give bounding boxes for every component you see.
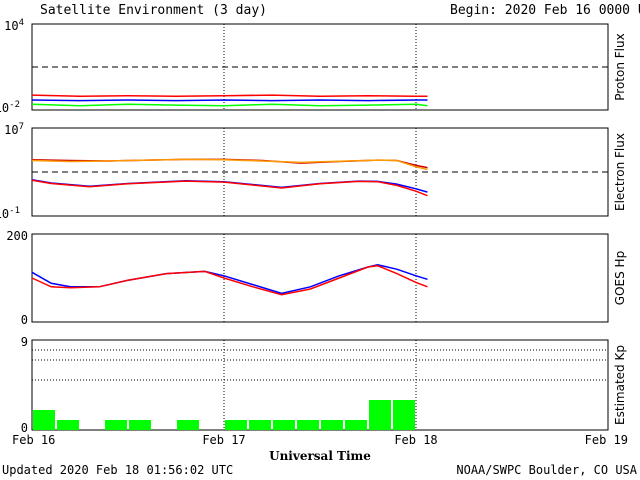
credit-label: NOAA/SWPC Boulder, CO USA <box>456 463 637 477</box>
proton-ytick-top: 104 <box>4 18 24 33</box>
hp-series-1 <box>31 264 428 296</box>
kp-bar <box>129 420 151 430</box>
begin-label: Begin: 2020 Feb 16 0000 UTC <box>450 3 640 18</box>
electron-ytick-bottom: 10-1 <box>0 206 20 221</box>
kp-bar <box>225 420 247 430</box>
x-tick-label: Feb 17 <box>202 433 245 447</box>
kp-ylabel: Estimated Kp <box>613 345 627 425</box>
kp-bar <box>177 420 199 430</box>
electron-series-3 <box>31 179 428 197</box>
kp-bar <box>297 420 319 430</box>
electron-frame <box>31 127 609 217</box>
hp-ytick-bottom: 0 <box>21 313 28 327</box>
electron-series-1 <box>31 158 428 171</box>
proton-series-2 <box>31 103 428 107</box>
x-tick-label: Feb 16 <box>12 433 55 447</box>
kp-bar <box>393 400 415 430</box>
x-axis-label: Universal Time <box>269 449 371 463</box>
proton-series-1 <box>31 99 428 102</box>
panels: 104 10-2 Proton Flux 107 10-1 Electron Flux 20… <box>0 18 627 435</box>
kp-bar <box>105 420 127 430</box>
kp-ytick-top: 9 <box>21 335 28 349</box>
x-tick-label: Feb 19 <box>585 433 628 447</box>
updated-label: Updated 2020 Feb 18 01:56:02 UTC <box>2 463 233 477</box>
x-tick-labels: Feb 16 Feb 17 Feb 18 Feb 19 <box>12 433 628 447</box>
proton-ytick-bottom: 10-2 <box>0 100 20 115</box>
kp-bar <box>345 420 367 430</box>
kp-ytick-bottom: 0 <box>21 421 28 435</box>
kp-bar <box>249 420 271 430</box>
proton-ylabel: Proton Flux <box>613 33 627 100</box>
kp-bar <box>57 420 79 430</box>
electron-ytick-top: 107 <box>4 122 24 137</box>
kp-bar <box>369 400 391 430</box>
kp-bar <box>273 420 295 430</box>
kp-bar <box>33 410 55 430</box>
proton-frame <box>31 23 609 111</box>
chart-title: Satellite Environment (3 day) <box>40 3 267 18</box>
kp-bar <box>321 420 343 430</box>
hp-ytick-top: 200 <box>6 229 28 243</box>
kp-frame <box>31 339 609 431</box>
electron-ylabel: Electron Flux <box>613 133 627 211</box>
x-tick-label: Feb 18 <box>394 433 437 447</box>
hp-frame <box>31 233 609 323</box>
proton-series-0 <box>31 94 428 98</box>
hp-ylabel: GOES Hp <box>613 251 627 305</box>
